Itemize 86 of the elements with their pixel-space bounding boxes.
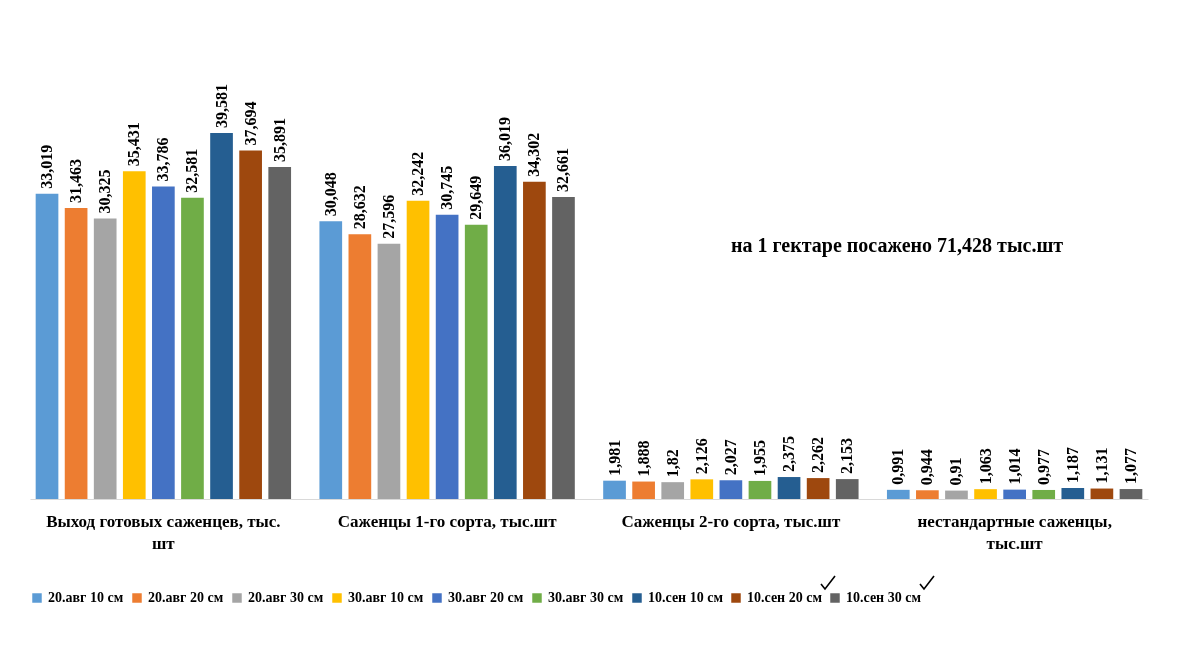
bar: [719, 480, 743, 499]
data-label: 29,649: [467, 175, 485, 220]
data-label: 2,153: [838, 438, 856, 475]
bar: [1003, 489, 1026, 499]
bar: [181, 197, 204, 499]
bar: [603, 480, 626, 499]
data-label: 36,019: [496, 116, 514, 161]
bar: [1090, 488, 1114, 499]
data-label: 1,955: [750, 439, 768, 476]
bar: [122, 171, 146, 499]
data-label: 1,131: [1092, 447, 1110, 484]
x-tick-label: нестандартные саженцы, тыс.шт: [917, 511, 1112, 553]
bar: [690, 479, 714, 499]
data-label: 32,661: [554, 147, 572, 192]
data-label: 35,891: [270, 118, 288, 163]
legend-label: 30.авг 30 см: [548, 590, 624, 605]
bar: [806, 478, 830, 499]
bar: [748, 480, 772, 499]
bar: [377, 243, 401, 499]
legend-label: 10.сен 30 см: [846, 590, 922, 605]
bar: [1119, 489, 1143, 499]
bar: [239, 150, 262, 499]
data-label: 33,019: [38, 144, 56, 189]
legend-label: 30.авг 20 см: [448, 590, 524, 605]
data-label: 35,431: [125, 122, 143, 167]
data-label: 1,187: [1063, 447, 1081, 484]
bar: [210, 133, 233, 499]
bar: [464, 224, 488, 499]
data-label: 0,91: [947, 457, 965, 486]
bar: [523, 181, 546, 499]
bar: [835, 479, 859, 499]
data-label: 30,325: [96, 169, 114, 214]
legend-label: 20.авг 10 см: [48, 590, 124, 605]
data-label: 1,063: [976, 448, 994, 485]
data-label: 2,126: [692, 438, 710, 475]
bar: [974, 489, 997, 499]
data-label: 27,596: [379, 194, 397, 239]
legend-label: 10.сен 10 см: [648, 590, 724, 605]
data-label: 1,981: [605, 439, 623, 476]
data-label: 32,581: [183, 148, 201, 193]
legend-label: 20.авг 20 см: [148, 590, 224, 605]
bar: [319, 221, 343, 499]
bar: [435, 214, 459, 499]
data-label: 1,077: [1121, 448, 1139, 485]
legend-label: 20.авг 30 см: [248, 590, 324, 605]
x-tick-label: Саженцы 1-го сорта, тыс.шт: [337, 511, 558, 531]
bar: [93, 218, 117, 499]
bar: [35, 193, 59, 499]
bar: [661, 482, 685, 499]
data-label: 34,302: [525, 132, 543, 177]
bar: [1061, 488, 1085, 499]
bar: [777, 477, 801, 499]
data-label: 31,463: [67, 159, 85, 204]
data-label: 2,027: [721, 439, 739, 476]
data-label: 28,632: [350, 185, 368, 230]
bar: [348, 234, 372, 499]
data-label: 39,581: [212, 84, 230, 128]
data-label: 32,242: [409, 151, 427, 196]
bar: [552, 196, 575, 499]
data-label: 37,694: [241, 101, 259, 146]
data-label: 30,745: [438, 165, 456, 210]
data-label: 1,888: [634, 440, 652, 477]
data-label: 1,82: [663, 449, 681, 478]
bar: [1032, 489, 1056, 499]
data-label: 2,262: [809, 437, 827, 474]
bar: [886, 489, 910, 499]
bar: [916, 490, 939, 499]
x-tick-label: Выход готовых саженцев, тыс. шт: [46, 511, 281, 553]
legend-label: 30.авг 10 см: [348, 590, 424, 605]
bar: [945, 490, 968, 499]
data-label: 0,991: [889, 448, 907, 485]
bar: [632, 481, 655, 499]
data-label: 30,048: [321, 172, 339, 217]
data-label: 1,014: [1005, 448, 1023, 485]
legend-label: 10.сен 20 см: [747, 590, 823, 605]
data-label: 0,944: [918, 449, 936, 486]
data-label: 0,977: [1034, 448, 1052, 485]
data-label: 2,375: [780, 436, 798, 473]
bar: [64, 208, 88, 499]
bar: [268, 167, 292, 499]
bar: [493, 165, 517, 499]
x-tick-label: Саженцы 2-го сорта, тыс.шт: [621, 511, 841, 531]
data-label: 33,786: [154, 137, 172, 182]
annotation: на 1 гектаре посажено 71,428 тыс.шт: [731, 234, 1064, 257]
bar: [152, 186, 175, 499]
bar: [406, 200, 430, 499]
